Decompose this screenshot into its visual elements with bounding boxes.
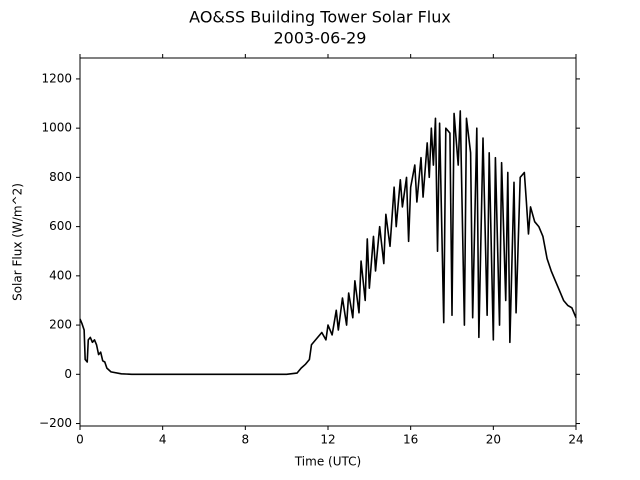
x-tick-label: 24 (568, 433, 583, 447)
x-tick-label: 12 (320, 433, 335, 447)
x-axis-label: Time (UTC) (294, 455, 361, 469)
y-tick-label: 600 (49, 219, 72, 233)
x-tick-label: 4 (159, 433, 167, 447)
x-tick-label: 16 (403, 433, 418, 447)
y-tick-label: 1000 (41, 121, 72, 135)
y-tick-label: 200 (49, 318, 72, 332)
data-line (79, 110, 577, 376)
y-axis-label: Solar Flux (W/m^2) (11, 183, 25, 301)
x-tick-label: 0 (76, 433, 84, 447)
y-tick-label: 800 (49, 170, 72, 184)
y-tick-label: 0 (64, 367, 72, 381)
y-tick-label: 1200 (41, 71, 72, 85)
chart-title: AO&SS Building Tower Solar Flux (189, 8, 451, 27)
plot-frame (79, 57, 577, 427)
x-tick-label: 8 (242, 433, 250, 447)
chart-subtitle: 2003-06-29 (274, 29, 367, 48)
y-tick-label: −200 (39, 416, 72, 430)
x-tick-label: 20 (486, 433, 501, 447)
y-tick-label: 400 (49, 268, 72, 282)
